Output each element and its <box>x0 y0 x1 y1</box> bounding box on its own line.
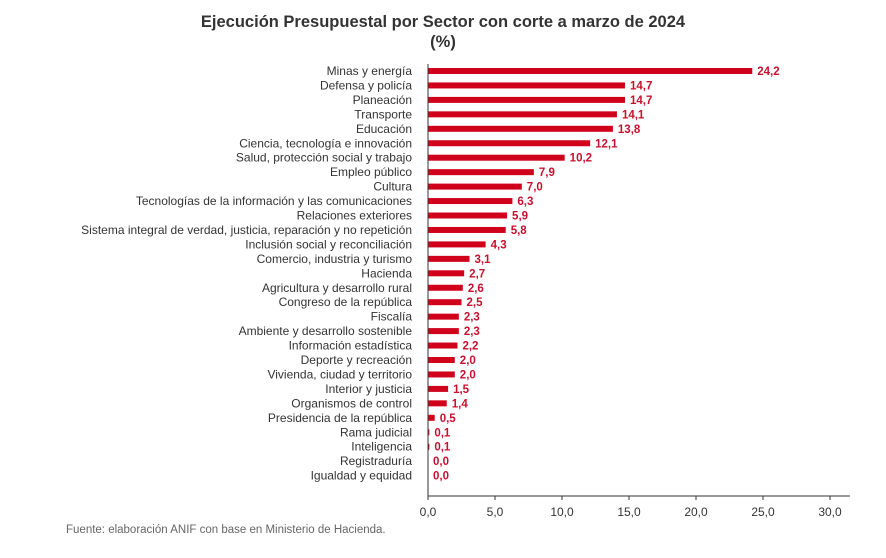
value-label: 7,0 <box>527 182 543 194</box>
value-label: 2,3 <box>464 312 480 324</box>
bar <box>428 429 430 436</box>
chart-subtitle: (%) <box>430 33 456 51</box>
category-label: Relaciones exteriores <box>297 209 412 223</box>
value-label: 2,2 <box>462 341 478 353</box>
category-label: Sistema integral de verdad, justicia, re… <box>81 223 412 237</box>
bar <box>428 82 625 89</box>
value-label: 7,9 <box>539 167 555 179</box>
value-label: 0,0 <box>433 456 449 468</box>
category-label: Hacienda <box>361 266 412 280</box>
bar <box>428 313 459 320</box>
category-label: Ambiente y desarrollo sostenible <box>239 324 413 338</box>
bar <box>428 342 458 349</box>
category-label: Defensa y policía <box>320 78 412 92</box>
value-label: 4,3 <box>491 239 507 251</box>
category-label: Cultura <box>373 180 412 194</box>
category-label: Fiscalía <box>371 310 413 324</box>
x-tick-label: 0,0 <box>420 505 437 519</box>
category-label: Educación <box>356 122 412 136</box>
value-label: 2,3 <box>464 326 480 338</box>
bar <box>428 414 435 421</box>
category-label: Información estadística <box>289 339 413 353</box>
value-label: 10,2 <box>570 153 592 165</box>
bar <box>428 169 534 176</box>
category-label: Inteligencia <box>351 440 412 454</box>
value-label: 1,4 <box>452 398 469 410</box>
value-label: 0,5 <box>440 413 457 425</box>
bar <box>428 443 430 450</box>
category-label: Planeación <box>353 93 412 107</box>
category-label: Salud, protección social y trabajo <box>236 151 412 165</box>
bar <box>428 68 753 74</box>
bar <box>428 96 625 103</box>
value-label: 12,1 <box>595 138 618 150</box>
bar <box>428 111 617 118</box>
category-label: Empleo público <box>330 165 412 179</box>
bar <box>428 270 465 277</box>
x-tick-label: 10,0 <box>550 505 574 519</box>
value-label: 14,1 <box>622 109 645 121</box>
value-label: 2,6 <box>468 283 484 295</box>
bar <box>428 371 455 378</box>
category-label: Congreso de la república <box>279 295 413 309</box>
x-tick-label: 20,0 <box>684 505 708 519</box>
value-label: 0,0 <box>433 471 449 483</box>
x-tick-label: 5,0 <box>487 505 504 519</box>
bar <box>428 299 462 306</box>
category-label: Presidencia de la república <box>268 411 412 425</box>
value-label: 2,0 <box>460 369 476 381</box>
category-label: Inclusión social y reconciliación <box>245 237 412 251</box>
category-label: Comercio, industria y turismo <box>257 252 413 266</box>
bar <box>428 140 591 147</box>
value-label: 14,7 <box>630 80 652 92</box>
category-label: Transporte <box>354 107 412 121</box>
x-tick-label: 15,0 <box>617 505 641 519</box>
bar <box>428 385 449 392</box>
bar <box>428 241 486 248</box>
category-label: Agricultura y desarrollo rural <box>262 281 412 295</box>
value-label: 2,0 <box>460 355 476 367</box>
value-label: 5,8 <box>511 225 528 237</box>
bar <box>428 198 513 205</box>
source-note: Fuente: elaboración ANIF con base en Min… <box>66 524 386 536</box>
category-label: Organismos de control <box>291 396 412 410</box>
value-label: 6,3 <box>517 196 533 208</box>
bar <box>428 183 522 190</box>
value-label: 2,7 <box>469 268 485 280</box>
value-label: 3,1 <box>475 254 492 266</box>
bar <box>428 328 459 335</box>
value-label: 2,5 <box>467 297 484 309</box>
bar <box>428 357 455 363</box>
bar <box>428 125 613 132</box>
value-label: 13,8 <box>618 124 641 136</box>
category-label: Tecnologías de la información y las comu… <box>136 194 412 208</box>
bar <box>428 284 463 291</box>
chart-title-main: Ejecución Presupuestal por Sector con co… <box>200 13 686 31</box>
category-label: Interior y justicia <box>325 382 412 396</box>
bar <box>428 255 470 262</box>
value-label: 5,9 <box>512 211 528 223</box>
category-label: Ciencia, tecnología e innovación <box>239 136 412 150</box>
category-label: Rama judicial <box>340 425 412 439</box>
category-label: Igualdad y equidad <box>311 469 412 483</box>
bar <box>428 400 447 407</box>
category-label: Registraduría <box>340 454 412 468</box>
x-tick-label: 25,0 <box>751 505 775 519</box>
bar <box>428 212 508 219</box>
value-label: 24,2 <box>757 66 779 78</box>
bar <box>428 154 565 161</box>
value-label: 0,1 <box>434 442 451 454</box>
value-label: 14,7 <box>630 95 652 107</box>
chart-title: Ejecución Presupuestal por Sector con co… <box>0 12 886 52</box>
value-label: 1,5 <box>453 384 470 396</box>
x-tick-label: 30,0 <box>818 505 842 519</box>
value-label: 0,1 <box>434 427 451 439</box>
category-label: Deporte y recreación <box>301 353 412 367</box>
category-label: Minas y energía <box>327 64 413 78</box>
bar <box>428 226 506 233</box>
category-label: Vivienda, ciudad y territorio <box>267 367 412 381</box>
